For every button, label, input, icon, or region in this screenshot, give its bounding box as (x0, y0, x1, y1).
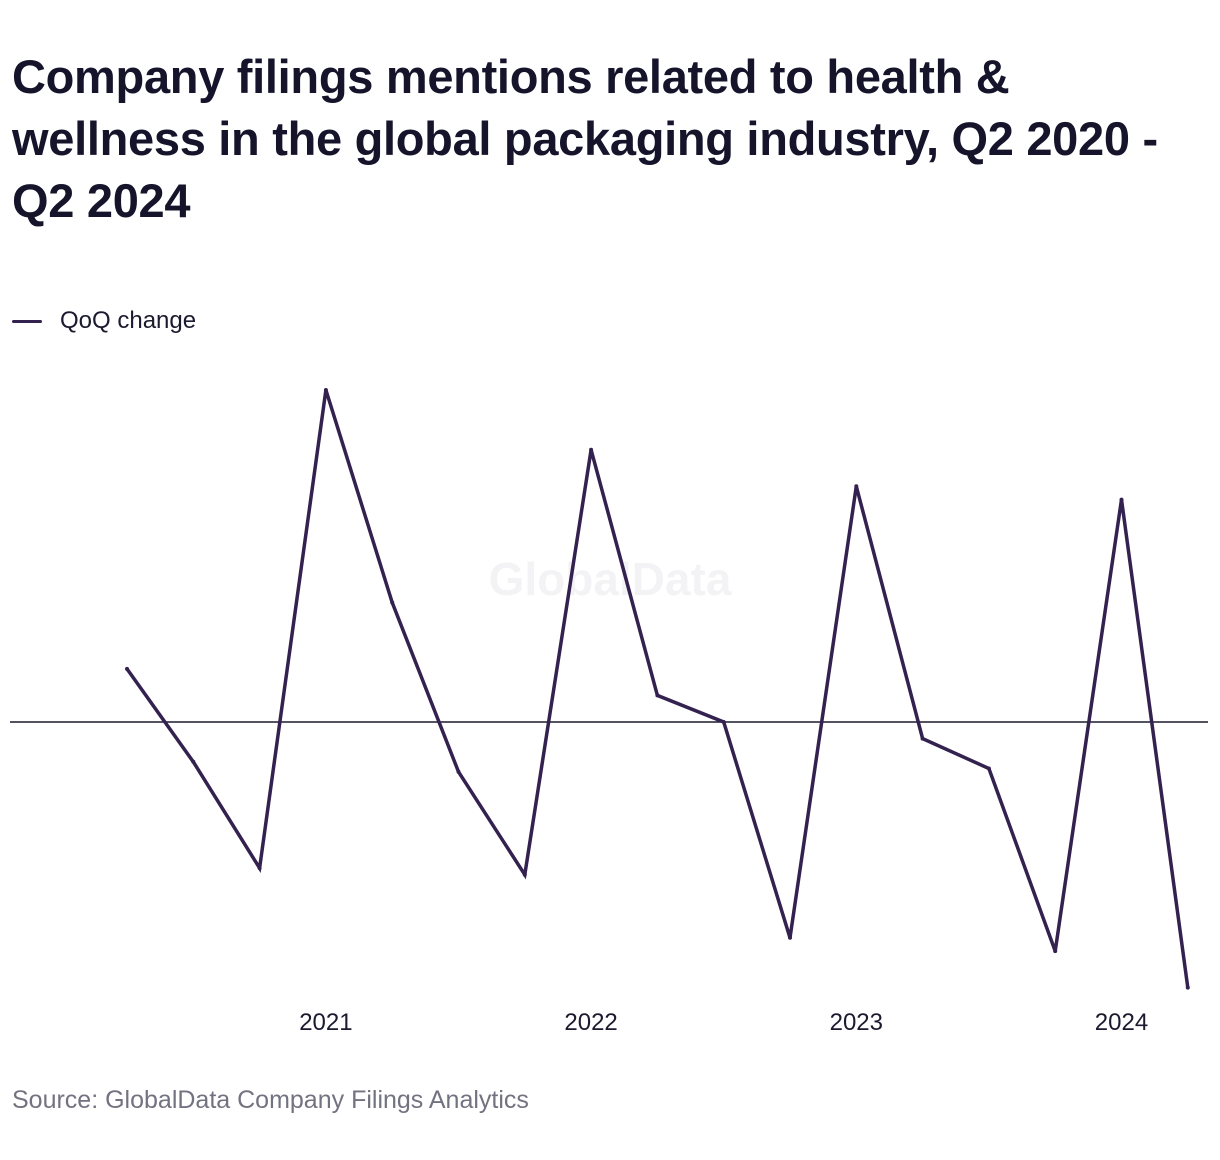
data-point (920, 736, 925, 741)
data-point (721, 720, 726, 724)
data-point (522, 872, 527, 877)
series-group (125, 388, 1190, 990)
x-tick-label-2023: 2023 (830, 1009, 883, 1036)
data-point (390, 600, 395, 605)
data-point (125, 666, 129, 671)
data-point (1119, 497, 1124, 502)
data-point (854, 484, 859, 489)
line-chart: GlobalData 2021 2022 2023 2024 (10, 388, 1208, 1036)
source-note: Source: GlobalData Company Filings Analy… (12, 1086, 529, 1114)
legend: QoQ change (12, 306, 196, 336)
data-point (191, 759, 196, 764)
data-point (655, 693, 660, 698)
data-point (788, 935, 792, 940)
x-tick-label-2022: 2022 (564, 1009, 617, 1036)
x-axis-ticks: 2021 2022 2023 2024 (299, 1009, 1148, 1036)
data-point (1185, 985, 1190, 990)
data-point (1053, 949, 1058, 954)
data-point (589, 447, 594, 452)
data-point (323, 388, 328, 392)
data-point (257, 866, 262, 871)
x-tick-label-2021: 2021 (299, 1009, 352, 1036)
data-point (986, 766, 991, 771)
series-line-qoq-change (125, 389, 1190, 988)
x-tick-label-2024: 2024 (1095, 1009, 1148, 1036)
chart-title: Company filings mentions related to heal… (12, 50, 1158, 227)
data-point (456, 769, 461, 774)
legend-label: QoQ change (60, 307, 197, 334)
watermark: GlobalData (489, 553, 732, 605)
legend-swatch (12, 319, 42, 323)
